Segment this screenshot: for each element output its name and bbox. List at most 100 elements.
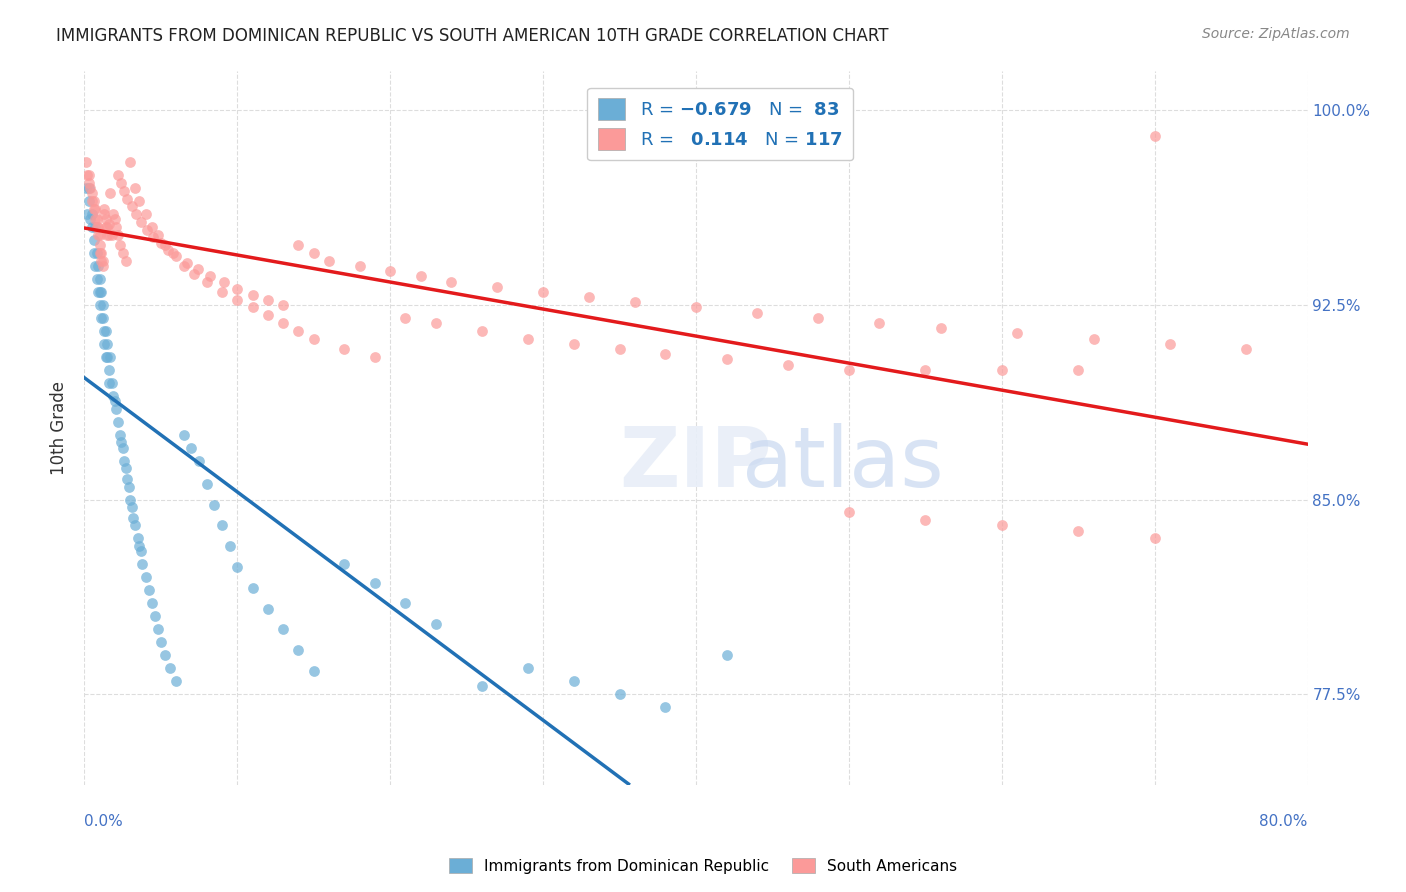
Point (122, 510, 145, 524)
Point (142, 230, 165, 244)
Point (1067, 524, 1090, 538)
Point (747, 306, 769, 320)
Point (1143, 532, 1166, 546)
Point (287, 238, 309, 252)
Point (115, 192, 138, 206)
Point (77, 168, 100, 182)
Point (101, 227, 124, 242)
Point (471, 679, 494, 693)
Point (112, 453, 135, 467)
Point (776, 358, 799, 372)
Point (90, 246, 112, 260)
Point (716, 352, 738, 367)
Point (578, 290, 600, 304)
Point (471, 324, 494, 338)
Point (86, 220, 108, 235)
Point (129, 215, 152, 229)
Point (609, 687, 631, 701)
Point (183, 267, 205, 281)
Point (93, 336, 115, 351)
Point (409, 269, 432, 284)
Point (141, 596, 163, 610)
Point (1236, 342, 1258, 356)
Point (1005, 326, 1028, 341)
Point (89, 298, 111, 312)
Point (176, 256, 198, 270)
Point (271, 622, 294, 636)
Point (94, 220, 117, 235)
Point (89, 285, 111, 299)
Point (97, 363, 120, 377)
Point (654, 347, 676, 361)
Point (838, 363, 860, 377)
Point (84, 259, 107, 273)
Point (609, 342, 631, 356)
Point (121, 199, 143, 213)
Point (202, 498, 225, 512)
Point (165, 249, 187, 263)
Point (77, 194, 100, 208)
Point (107, 415, 129, 429)
Point (302, 246, 325, 260)
Point (80, 186, 103, 201)
Point (79, 181, 101, 195)
Point (80, 194, 103, 208)
Point (96, 227, 118, 242)
Point (1067, 363, 1090, 377)
Point (149, 235, 172, 250)
Point (226, 293, 249, 307)
Point (318, 253, 340, 268)
Point (394, 310, 416, 325)
Point (96, 336, 118, 351)
Point (115, 472, 138, 486)
Point (364, 575, 387, 590)
Point (89, 272, 111, 286)
Point (120, 155, 142, 169)
Point (425, 316, 447, 330)
Point (112, 184, 135, 198)
Point (516, 661, 538, 675)
Point (89, 227, 111, 242)
Point (120, 492, 142, 507)
Point (93, 207, 115, 221)
Point (76, 168, 98, 182)
Point (257, 601, 280, 615)
Point (271, 316, 294, 330)
Point (212, 275, 235, 289)
Point (83, 194, 105, 208)
Point (101, 376, 124, 390)
Point (97, 376, 120, 390)
Point (807, 310, 830, 325)
Point (104, 393, 127, 408)
Point (364, 350, 387, 364)
Point (838, 506, 860, 520)
Point (146, 227, 169, 242)
Point (287, 324, 309, 338)
Point (135, 570, 157, 584)
Point (128, 194, 150, 208)
Point (562, 674, 585, 689)
Point (110, 435, 132, 450)
Point (108, 238, 131, 252)
Point (165, 674, 187, 689)
Point (111, 246, 134, 260)
Text: Source: ZipAtlas.com: Source: ZipAtlas.com (1202, 27, 1350, 41)
Legend: Immigrants from Dominican Republic, South Americans: Immigrants from Dominican Republic, Sout… (443, 852, 963, 880)
Point (716, 648, 738, 663)
Point (226, 560, 249, 574)
Point (90, 285, 112, 299)
Point (94, 212, 117, 227)
Point (242, 287, 264, 301)
Point (75, 155, 97, 169)
Point (914, 363, 936, 377)
Point (121, 500, 143, 515)
Point (83, 202, 105, 216)
Point (425, 617, 447, 632)
Point (127, 532, 149, 546)
Point (108, 427, 131, 442)
Point (173, 427, 195, 442)
Point (149, 635, 172, 649)
Point (349, 259, 371, 273)
Y-axis label: 10th Grade: 10th Grade (51, 381, 69, 475)
Point (186, 261, 208, 276)
